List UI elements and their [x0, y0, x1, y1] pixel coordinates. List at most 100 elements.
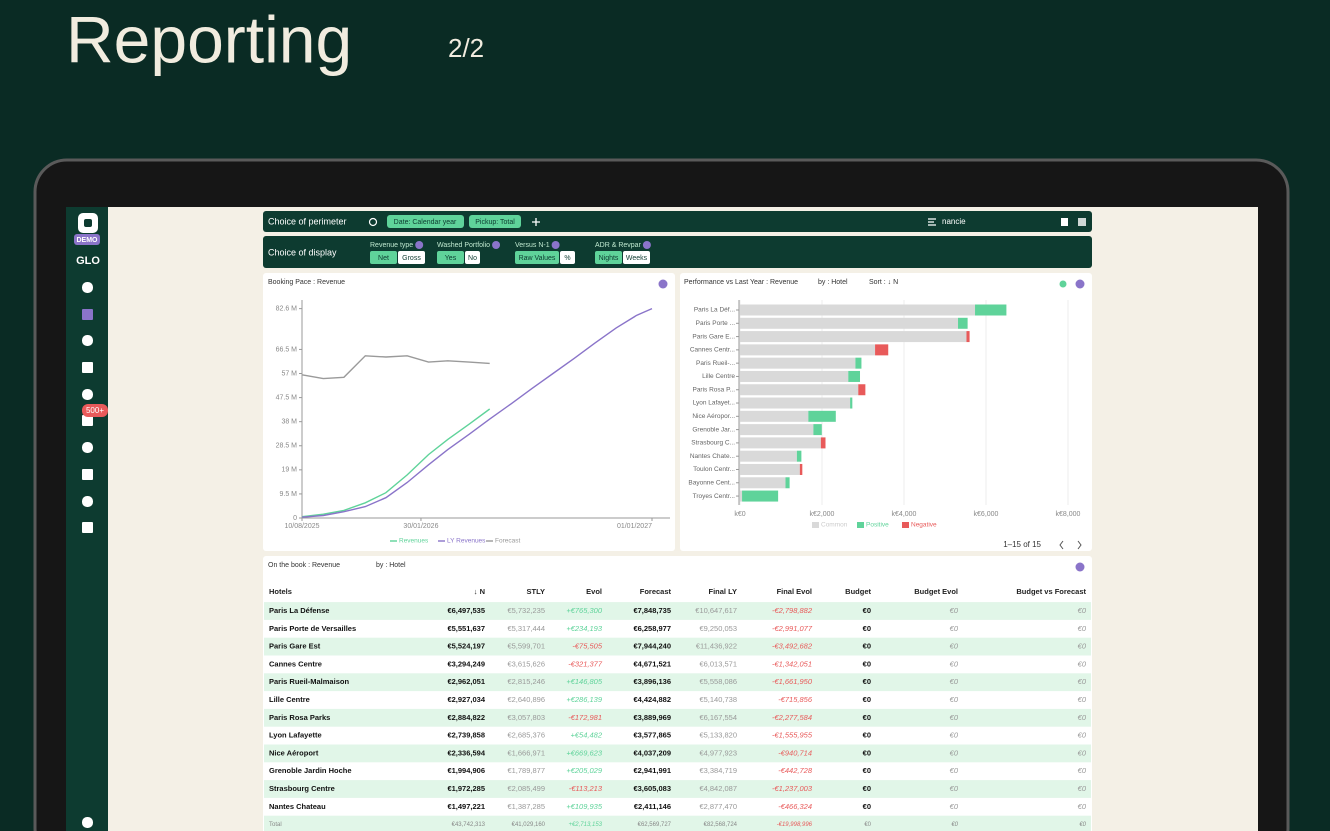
add-filter[interactable]: [532, 218, 540, 226]
sort[interactable]: Sort : ↓ N: [869, 279, 898, 286]
column-header[interactable]: Budget: [845, 587, 871, 596]
table-cell: €0: [950, 748, 959, 757]
table-cell: €3,889,969: [633, 713, 671, 722]
column-header[interactable]: Forecast: [640, 587, 672, 596]
column-header[interactable]: Hotels: [269, 587, 292, 596]
table-cell: -€2,277,584: [772, 713, 812, 722]
scope-label[interactable]: GLO: [76, 255, 100, 267]
pager-arrows[interactable]: [1059, 540, 1082, 550]
series-line: [301, 307, 653, 518]
table-cell: €1,666,971: [507, 748, 545, 757]
table-cell: Paris Gare Est: [269, 642, 321, 651]
nav-icon[interactable]: [82, 817, 93, 828]
table-cell: €1,387,285: [507, 802, 545, 811]
table-cell: -€466,324: [778, 802, 812, 811]
filter-chip[interactable]: [469, 215, 521, 228]
nav-icon[interactable]: [82, 335, 93, 346]
table-cell: €0: [863, 766, 871, 775]
column-header[interactable]: Final LY: [709, 587, 737, 596]
table-cell: €3,577,865: [633, 731, 671, 740]
chart-title[interactable]: Booking Pace : Revenue: [268, 279, 345, 286]
toggle-option[interactable]: [370, 251, 397, 264]
table-cell: Lille Centre: [269, 695, 310, 704]
copy-icon[interactable]: [1061, 218, 1068, 226]
table-cell: €0: [1078, 642, 1087, 651]
y-tick-label: Paris Rosa P...: [692, 386, 735, 393]
filter-text: Pickup: Total: [475, 219, 515, 226]
table-cell: €3,615,626: [507, 659, 545, 668]
save-icon[interactable]: [1078, 218, 1086, 226]
table-cell: -€2,991,077: [772, 624, 813, 633]
info-icon[interactable]: [1075, 279, 1085, 289]
group-by[interactable]: by : Hotel: [818, 279, 848, 286]
chart-title[interactable]: Performance vs Last Year : Revenue: [684, 279, 798, 286]
table-cell: €6,167,554: [699, 713, 737, 722]
table-cell: €0: [950, 695, 959, 704]
y-tick-label: 82.6 M: [276, 305, 298, 312]
table-cell: €0: [950, 731, 959, 740]
table-group-by[interactable]: by : Hotel: [376, 562, 406, 569]
filter-text: Date: Calendar year: [394, 219, 457, 226]
table-cell: €0: [950, 606, 959, 615]
row-stripe: [264, 744, 1091, 763]
filter-chip[interactable]: [387, 215, 464, 228]
toggle-option[interactable]: [623, 251, 650, 264]
table-cell: €0: [950, 784, 959, 793]
nav-icon[interactable]: [82, 309, 93, 320]
table-cell: €2,411,146: [634, 802, 671, 811]
user-name: nancie: [942, 217, 966, 226]
table-cell: €4,977,923: [699, 748, 737, 757]
nav-icon[interactable]: [82, 362, 93, 373]
info-icon[interactable]: [658, 279, 668, 289]
user-icon: [928, 218, 936, 226]
table-title[interactable]: On the book : Revenue: [268, 562, 340, 569]
nav-icon[interactable]: [82, 282, 93, 293]
toggle-option[interactable]: [398, 251, 425, 264]
table-cell: +€205,029: [566, 766, 602, 775]
table-cell: €0: [951, 822, 958, 828]
y-tick-label: Nice Aéropor...: [692, 413, 735, 420]
bar-segment: [740, 490, 743, 502]
toggle-option[interactable]: [595, 251, 622, 264]
nav-icon[interactable]: [82, 496, 93, 507]
toggle-option[interactable]: [515, 251, 559, 264]
column-header[interactable]: ↓ N: [474, 587, 485, 596]
table-cell: €3,896,136: [633, 677, 671, 686]
toggle-option[interactable]: [465, 251, 480, 264]
table-cell: €0: [950, 677, 959, 686]
toggle-text: %: [564, 255, 570, 262]
toggle-option[interactable]: [560, 251, 575, 264]
column-header[interactable]: STLY: [527, 587, 545, 596]
series-line: [301, 355, 490, 380]
table-cell: €5,524,197: [447, 642, 485, 651]
sidebar: [66, 207, 108, 831]
table-cell: €2,941,991: [633, 766, 671, 775]
table-cell: €3,294,249: [447, 659, 485, 668]
table-cell: €43,742,313: [452, 822, 486, 828]
option-label: ADR & Revpar: [595, 242, 642, 249]
nav-icon[interactable]: [82, 415, 93, 426]
table-cell: €7,848,735: [633, 606, 671, 615]
nav-icon[interactable]: [82, 522, 93, 533]
info-icon[interactable]: [1075, 562, 1085, 572]
column-header[interactable]: Budget Evol: [914, 587, 958, 596]
table-cell: -€113,213: [569, 784, 603, 793]
column-header[interactable]: Final Evol: [777, 587, 812, 596]
y-tick-label: Paris Porte ...: [696, 320, 736, 327]
bar-segment: [785, 477, 790, 489]
column-header[interactable]: Budget vs Forecast: [1016, 587, 1086, 596]
bar-segment: [740, 477, 786, 489]
table-cell: -€715,856: [778, 695, 813, 704]
nav-icon[interactable]: [82, 469, 93, 480]
toggle-option[interactable]: [437, 251, 464, 264]
toggle-text: Yes: [445, 255, 457, 262]
nav-icon[interactable]: [82, 442, 93, 453]
bar-segment: [848, 370, 861, 382]
nav-icon[interactable]: [82, 389, 93, 400]
table-cell: €0: [863, 659, 871, 668]
reset-icon[interactable]: [368, 217, 378, 227]
column-header[interactable]: Evol: [586, 587, 602, 596]
settings-icon[interactable]: [1059, 280, 1067, 288]
table-cell: Nantes Chateau: [269, 802, 326, 811]
